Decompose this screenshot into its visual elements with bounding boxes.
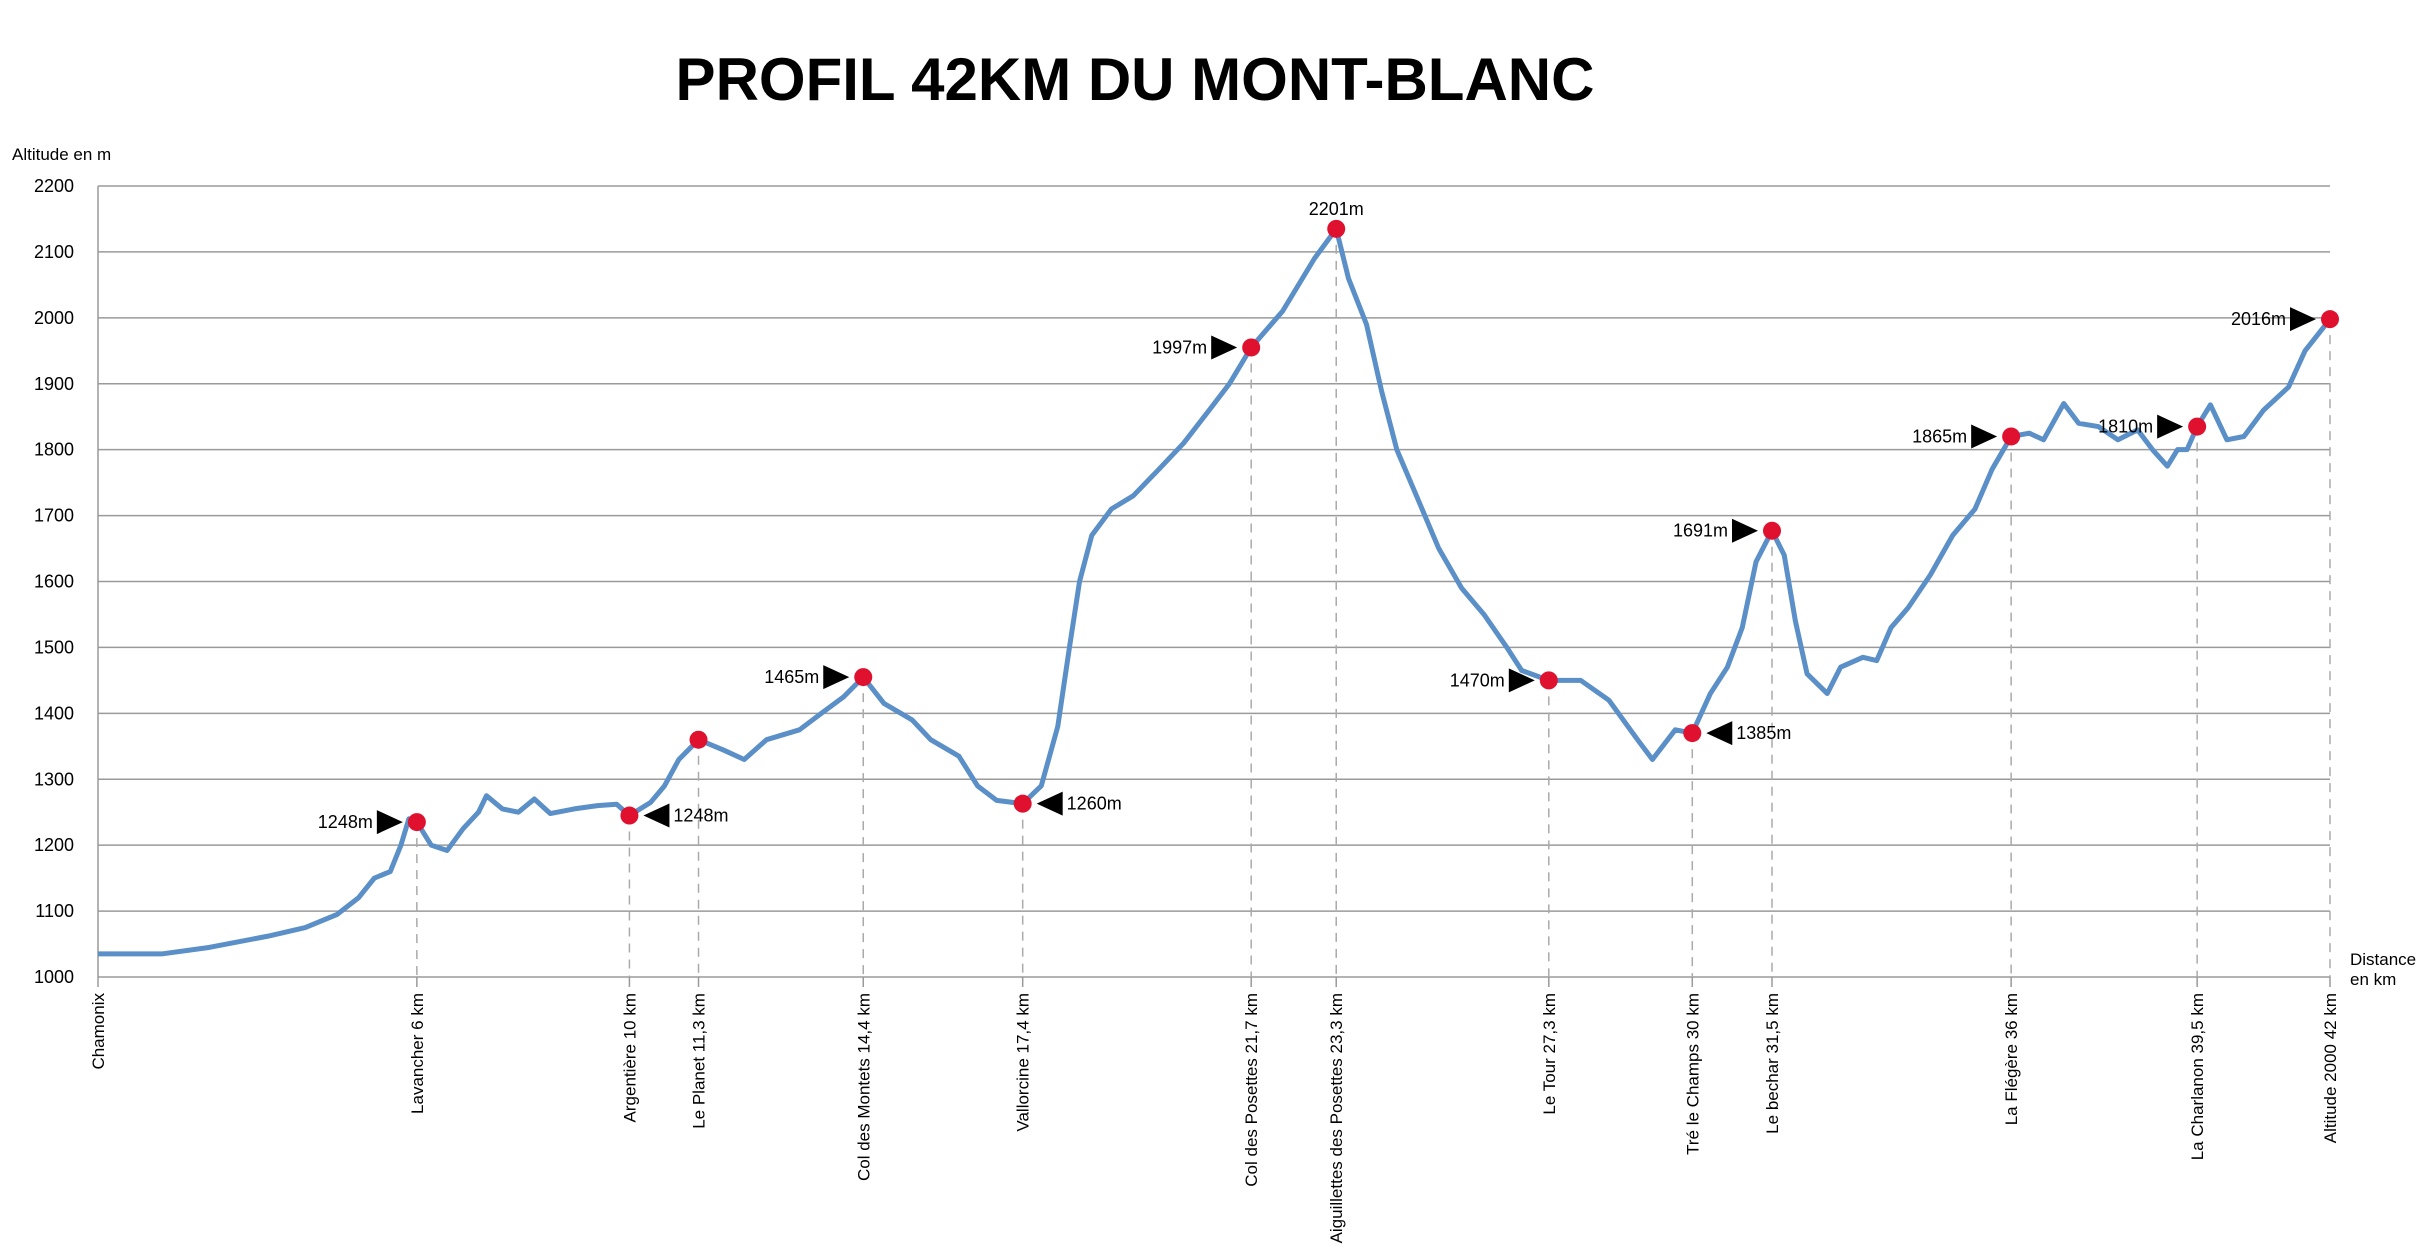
pointer [1732,518,1758,543]
x-axis-label: Distance en km [2350,950,2417,989]
pointer [2290,307,2316,332]
chart-title: PROFIL 42KM DU MONT-BLANC [676,46,1595,113]
waypoint [2188,417,2207,436]
altitude-label: 1385m [1736,723,1791,743]
altitude-label: 1691m [1673,521,1728,541]
x-tick-label: Aiguillettes des Posettes 23,3 km [1327,993,1346,1243]
waypoint [1327,219,1346,238]
altitude-label: 1865m [1912,426,1967,446]
waypoint [1683,724,1702,743]
altitude-label: 1997m [1152,337,1207,357]
y-tick-label: 2100 [34,242,74,262]
y-tick-label: 2200 [34,176,74,196]
y-tick-label: 1100 [35,901,74,921]
altitude-label: 1465m [764,667,819,687]
x-tick-label: Argentière 10 km [620,993,639,1122]
x-tick-label: Vallorcine 17,4 km [1014,993,1033,1132]
altitude-label: 2016m [2231,309,2286,329]
pointer [643,803,670,828]
x-tick-label: Altitude 2000 42 km [2321,993,2340,1143]
pointer [1971,424,1998,449]
pointer [376,810,403,835]
y-tick-label: 1600 [34,572,74,592]
x-tick-label: La Flégère 36 km [2002,993,2021,1125]
waypoint [1539,671,1558,690]
altitude-label: 1248m [673,806,728,826]
pointer [823,665,850,690]
y-tick-label: 1900 [34,374,74,394]
y-tick-label: 1300 [34,769,74,789]
x-tick-label: La Charlanon 39,5 km [2188,993,2207,1160]
altitude-label: 1810m [2098,417,2153,437]
x-tick-label: Tré le Champs 30 km [1683,993,1702,1155]
altitude-label: 2201m [1309,199,1364,219]
y-tick-label: 1800 [34,440,74,460]
pointer [1211,335,1238,360]
x-tick-label: Chamonix [89,993,108,1070]
altitude-label: 1260m [1067,794,1122,814]
waypoint [1242,338,1261,357]
y-tick-label: 1700 [34,506,74,526]
altitude-label: 1248m [318,812,373,832]
y-tick-label: 1000 [34,967,74,987]
y-tick-label: 1400 [34,703,74,723]
x-tick-label: Lavancher 6 km [408,993,427,1114]
y-tick-label: 1200 [34,835,74,855]
pointer [2157,414,2184,439]
x-tick-label: Col des Montets 14,4 km [854,993,873,1181]
x-tick-label: Col des Posettes 21,7 km [1242,993,1261,1187]
waypoint [407,813,426,832]
y-axis-label: Altitude en m [12,145,111,164]
pointer [1706,721,1733,746]
waypoint [1763,521,1781,540]
waypoint [854,668,873,687]
waypoint [1013,794,1032,813]
y-tick-label: 1500 [34,637,74,657]
altitude-label: 1470m [1450,670,1505,690]
y-tick-label: 2000 [34,308,74,328]
waypoint [689,730,708,749]
waypoint [620,806,639,825]
pointer [1036,791,1063,816]
pointer [1508,668,1535,693]
x-tick-label: Le Tour 27,3 km [1540,993,1559,1115]
waypoint [2002,427,2021,446]
x-tick-label: Le bechar 31,5 km [1763,993,1782,1134]
waypoint [2321,310,2339,329]
x-tick-label: Le Planet 11,3 km [690,993,709,1129]
